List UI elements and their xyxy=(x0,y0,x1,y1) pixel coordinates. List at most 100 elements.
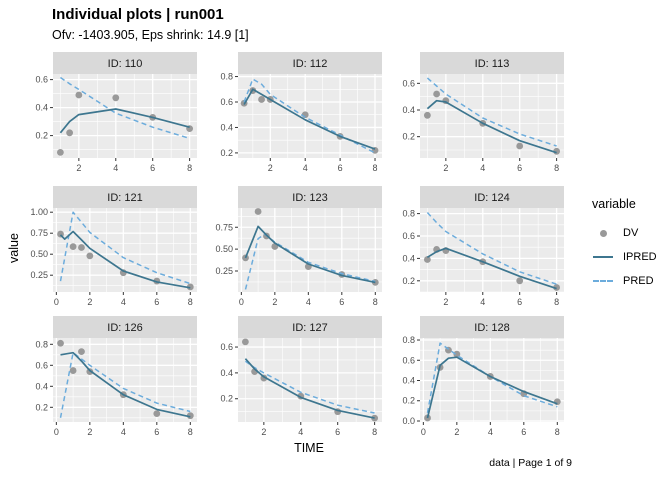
ipred-line xyxy=(243,88,376,150)
x-tick-label: 4 xyxy=(488,427,493,437)
y-tick-label: 0.8 xyxy=(220,72,233,82)
panel-svg: ID: 126 0 2 4 6 8 0.2 0.4 0.6 0.8 xyxy=(35,316,197,437)
x-tick-label: 4 xyxy=(480,297,485,307)
x-tick-label: 4 xyxy=(480,163,485,173)
y-tick-label: 0.25 xyxy=(215,266,233,276)
facet-strip-label: ID: 121 xyxy=(107,192,142,204)
panel-area xyxy=(238,74,382,158)
y-tick-label: 0.2 xyxy=(35,402,48,412)
dv-point xyxy=(423,256,431,263)
facet-strip-label: ID: 112 xyxy=(293,58,328,70)
pred-line xyxy=(426,211,557,285)
panel-svg: ID: 123 0 2 4 6 8 0.25 0.50 0.75 xyxy=(215,186,382,307)
y-tick-label: 0.25 xyxy=(30,270,48,280)
x-axis-title: TIME xyxy=(294,441,324,455)
dv-point xyxy=(453,350,461,358)
y-tick-label: 0.2 xyxy=(35,131,48,141)
x-tick-label: 2 xyxy=(272,297,277,307)
x-tick-label: 8 xyxy=(372,427,377,437)
x-tick-label: 6 xyxy=(335,427,340,437)
x-tick-label: 2 xyxy=(87,427,92,437)
facet-panel-121: ID: 121 0 2 4 6 8 0.25 0.50 0.75 1.00 xyxy=(17,186,197,313)
x-tick-label: 4 xyxy=(298,427,303,437)
dashed-line-icon xyxy=(592,280,614,282)
ipred-line xyxy=(59,230,191,289)
pred-line xyxy=(243,78,376,154)
dv-point xyxy=(66,129,74,137)
dv-point xyxy=(78,244,85,251)
dv-point xyxy=(112,94,120,102)
facet-strip xyxy=(53,186,197,208)
dv-point xyxy=(553,398,561,406)
y-tick-label: 0.0 xyxy=(402,416,415,426)
x-tick-label: 2 xyxy=(261,427,266,437)
x-tick-label: 6 xyxy=(154,427,159,437)
pred-line xyxy=(244,233,376,290)
x-tick-label: 4 xyxy=(121,427,126,437)
y-tick-label: 0.75 xyxy=(215,222,233,232)
dv-point xyxy=(186,412,194,420)
y-tick-label: 0.50 xyxy=(30,249,48,259)
x-tick-label: 6 xyxy=(154,297,159,307)
panel-svg: ID: 128 0 2 4 6 8 0.0 0.2 0.4 0.6 0.8 xyxy=(402,316,564,437)
panel-area xyxy=(238,338,382,422)
panel-area xyxy=(53,338,197,422)
pred-line xyxy=(426,77,557,147)
panel-area xyxy=(53,74,197,158)
pred-line xyxy=(59,211,191,285)
y-tick-label: 0.8 xyxy=(402,335,415,345)
x-tick-label: 6 xyxy=(150,163,155,173)
panel-svg: ID: 121 0 2 4 6 8 0.25 0.50 0.75 1.00 xyxy=(30,186,197,307)
x-tick-label: 2 xyxy=(443,297,448,307)
facet-strip xyxy=(238,316,382,338)
facet-panel-124: ID: 124 2 4 6 8 0.2 0.4 0.6 0.8 xyxy=(384,186,564,313)
y-tick-label: 0.4 xyxy=(402,376,415,386)
x-tick-label: 4 xyxy=(303,163,308,173)
x-tick-label: 6 xyxy=(339,297,344,307)
legend-label-pred: PRED xyxy=(623,275,654,287)
panel-svg: ID: 112 2 4 6 8 0.2 0.4 0.6 0.8 xyxy=(220,52,382,173)
dv-point xyxy=(516,277,524,285)
facet-strip xyxy=(53,52,197,74)
legend: variable DV IPRED PRED xyxy=(592,197,657,293)
y-tick-label: 0.6 xyxy=(220,342,233,352)
dv-point xyxy=(56,149,64,156)
dv-point-icon xyxy=(592,229,614,237)
dv-point xyxy=(241,338,249,346)
y-tick-label: 0.4 xyxy=(402,253,415,263)
facet-strip-label: ID: 110 xyxy=(108,58,143,70)
y-tick-label: 0.4 xyxy=(35,381,48,391)
facet-strip xyxy=(420,186,564,208)
y-tick-label: 0.6 xyxy=(402,355,415,365)
panel-area xyxy=(53,208,197,292)
legend-item-ipred: IPRED xyxy=(592,245,657,269)
legend-item-pred: PRED xyxy=(592,269,657,293)
legend-title: variable xyxy=(592,197,636,211)
dv-point xyxy=(371,414,379,422)
dv-point xyxy=(86,252,94,260)
x-tick-label: 8 xyxy=(188,297,193,307)
x-tick-label: 2 xyxy=(87,297,92,307)
facet-strip xyxy=(420,52,564,74)
x-tick-label: 8 xyxy=(373,163,378,173)
dv-point xyxy=(69,243,77,251)
panel-svg: ID: 124 2 4 6 8 0.2 0.4 0.6 0.8 xyxy=(402,186,564,307)
page-caption: data | Page 1 of 9 xyxy=(489,457,572,469)
ipred-line xyxy=(60,351,191,418)
ipred-line xyxy=(426,247,557,290)
y-tick-label: 0.2 xyxy=(220,148,233,158)
facet-strip-label: ID: 113 xyxy=(475,58,510,70)
ipred-line xyxy=(426,99,557,154)
y-tick-label: 1.00 xyxy=(30,207,48,217)
dv-point xyxy=(258,96,265,103)
x-tick-label: 6 xyxy=(521,427,526,437)
x-tick-label: 8 xyxy=(188,427,193,437)
legend-label-ipred: IPRED xyxy=(623,251,657,263)
legend-item-dv: DV xyxy=(592,221,657,245)
y-tick-label: 0.8 xyxy=(402,209,415,219)
y-tick-label: 0.2 xyxy=(402,396,415,406)
y-tick-label: 0.6 xyxy=(35,75,48,85)
facet-strip-label: ID: 128 xyxy=(474,322,509,334)
y-tick-label: 0.4 xyxy=(402,105,415,115)
